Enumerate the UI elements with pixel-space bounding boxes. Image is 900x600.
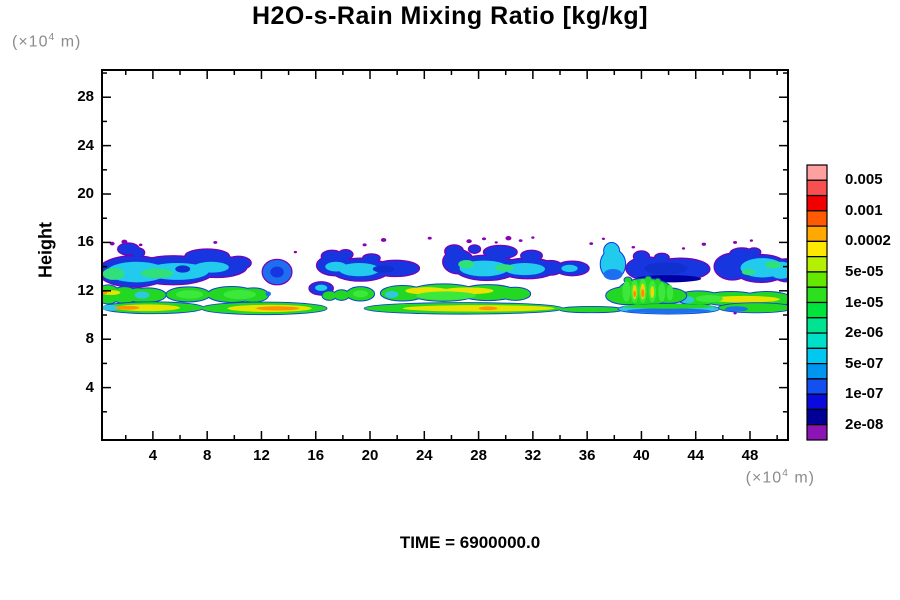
colorbar-cell [806, 194, 828, 212]
blue-dark-mass [625, 250, 711, 283]
x-tick-label: 4 [148, 447, 158, 464]
colorbar-cell [806, 179, 828, 197]
cyan-tall-plume [599, 242, 627, 280]
y-tick-label: 20 [77, 185, 94, 203]
x-tick-label: 44 [687, 447, 705, 464]
x-tick-label: 8 [203, 447, 212, 464]
colorbar-cell [806, 408, 828, 426]
y-tick-label: 12 [77, 281, 94, 299]
blue-circle [261, 258, 293, 286]
x-tick-label: 36 [578, 447, 596, 464]
colorbar-level-label: 1e-05 [845, 293, 884, 311]
colorbar-level-label: 0.0002 [845, 232, 891, 250]
time-label: TIME = 6900000.0 [399, 533, 541, 552]
colorbar-level-label: 0.001 [845, 201, 883, 219]
contour-data-layer [103, 236, 787, 316]
y-tick-label: 8 [85, 330, 94, 348]
bottom-band-green [103, 301, 787, 316]
colorbar-cell [806, 332, 828, 349]
colorbar-cell [806, 225, 828, 242]
plot-frame [101, 69, 789, 441]
x-axis-unit-label: (×104 m) [745, 468, 815, 487]
x-tick-label: 12 [253, 447, 270, 464]
colorbar-cell [806, 210, 828, 227]
colorbar-cell [806, 347, 828, 365]
colorbar-cell [806, 424, 828, 441]
x-tick-label: 48 [741, 447, 759, 464]
colorbar-level-label: 2e-06 [845, 324, 884, 342]
y-tick-label: 4 [85, 378, 94, 396]
colorbar [806, 164, 828, 441]
purple-specks [109, 236, 753, 315]
colorbar-level-label: 5e-07 [845, 354, 884, 372]
colorbar-cell [806, 317, 828, 334]
x-tick-label: 40 [633, 447, 650, 464]
colorbar-cell [806, 256, 828, 273]
blue-cloud3 [442, 244, 590, 282]
colorbar-level-label: 5e-05 [845, 262, 884, 280]
colorbar-level-label: 0.005 [845, 171, 883, 189]
bottom-band-cyan [617, 303, 720, 315]
x-tick-label: 32 [524, 447, 542, 464]
colorbar-level-label: 2e-08 [845, 415, 884, 433]
chart-title: H2O-s-Rain Mixing Ratio [kg/kg] [251, 2, 649, 30]
blue-right-cloud [713, 247, 787, 283]
colorbar-cell [806, 363, 828, 380]
colorbar-cell [806, 164, 828, 181]
colorbar-cell [806, 240, 828, 258]
x-tick-label: 20 [361, 447, 379, 464]
colorbar-cell [806, 378, 828, 395]
colorbar-cell [806, 271, 828, 288]
blue-main-left [103, 242, 252, 288]
colorbar-cell [806, 301, 828, 319]
y-tick-label: 24 [77, 136, 94, 154]
y-tick-label: 28 [77, 88, 94, 106]
green-convective-columns [605, 275, 688, 307]
x-tick-label: 24 [415, 447, 433, 464]
y-axis-unit-label: (×104 m) [12, 32, 82, 51]
colorbar-cell [806, 286, 828, 304]
x-tick-label: 16 [307, 447, 325, 464]
axis-ticks [102, 70, 788, 440]
y-tick-label: 16 [77, 233, 94, 251]
colorbar-level-label: 1e-07 [845, 385, 884, 403]
colorbar-cell [806, 393, 828, 411]
x-tick-label: 28 [470, 447, 487, 464]
